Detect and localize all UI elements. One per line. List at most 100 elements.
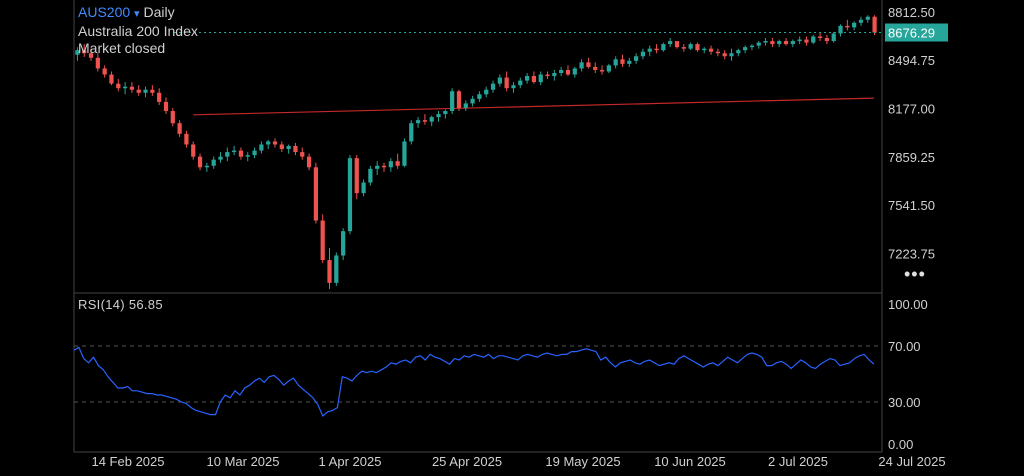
- timeframe-label[interactable]: Daily: [143, 4, 175, 20]
- candle-body: [647, 48, 652, 52]
- candle-body: [306, 156, 312, 168]
- candle-body: [122, 86, 128, 89]
- candle-body: [191, 144, 196, 157]
- candle-body: [627, 60, 632, 64]
- candle-body: [749, 45, 755, 48]
- candle-body: [204, 165, 209, 168]
- price-tick-label: 8494.75: [888, 53, 935, 68]
- candle-body: [743, 47, 748, 51]
- candle-body: [272, 141, 278, 145]
- candle-body: [266, 141, 271, 145]
- candle-body: [293, 146, 298, 153]
- more-options-icon[interactable]: •••: [904, 264, 926, 284]
- candle-body: [777, 41, 782, 45]
- rsi-tick-label: 100.00: [888, 297, 928, 312]
- symbol-selector[interactable]: AUS200 ▾: [78, 4, 143, 20]
- candle-body: [232, 150, 237, 153]
- candle-body: [456, 91, 462, 108]
- candle-body: [415, 120, 421, 124]
- rsi-tick-label: 70.00: [888, 339, 921, 354]
- time-tick-label: 10 Jun 2025: [654, 454, 726, 469]
- time-tick-label: 24 Jul 2025: [878, 454, 945, 469]
- candle-body: [259, 144, 264, 151]
- candle-body: [736, 50, 741, 54]
- candle-body: [402, 141, 407, 166]
- candle-body: [238, 150, 244, 157]
- candle-body: [409, 123, 414, 142]
- candle-body: [545, 74, 550, 77]
- candle-body: [211, 159, 216, 166]
- time-tick-label: 2 Jul 2025: [768, 454, 828, 469]
- chart-header: AUS200 ▾ Daily Australia 200 Index Marke…: [78, 4, 198, 57]
- candle-body: [102, 68, 107, 75]
- candle-body: [538, 74, 543, 83]
- candle-body: [824, 38, 830, 42]
- candle-body: [790, 41, 795, 45]
- candle-body: [817, 36, 823, 39]
- candle-body: [395, 161, 400, 166]
- candle-body: [838, 25, 843, 34]
- candle-body: [661, 44, 666, 51]
- candle-body: [225, 152, 230, 157]
- candle-body: [82, 50, 87, 54]
- symbol-name[interactable]: AUS200: [78, 4, 131, 20]
- candle-body: [872, 16, 877, 33]
- rsi-tick-label: 0.00: [888, 437, 913, 452]
- candle-body: [177, 123, 182, 134]
- candle-body: [783, 41, 789, 45]
- time-tick-label: 25 Apr 2025: [432, 454, 502, 469]
- candle-body: [354, 158, 359, 194]
- time-tick-label: 10 Mar 2025: [207, 454, 280, 469]
- candle-body: [674, 41, 680, 48]
- rsi-label: RSI(14) 56.85: [78, 297, 163, 312]
- moving-average-line: [193, 97, 875, 116]
- candle-body: [688, 44, 693, 49]
- candle-body: [75, 50, 80, 55]
- candle-body: [599, 69, 605, 72]
- candle-body: [865, 16, 870, 20]
- market-status: Market closed: [78, 40, 166, 56]
- candle-body: [593, 66, 598, 70]
- candle-body: [470, 98, 475, 104]
- rsi-title: RSI(14): [78, 297, 125, 312]
- candle-body: [218, 156, 223, 160]
- candle-body: [852, 22, 857, 28]
- candle-body: [531, 76, 537, 83]
- candle-body: [143, 89, 148, 93]
- candle-body: [361, 182, 366, 194]
- candle-body: [477, 94, 482, 99]
- candle-body: [184, 133, 189, 145]
- candle-body: [831, 33, 836, 42]
- candle-body: [606, 65, 611, 72]
- candle-body: [715, 51, 720, 54]
- candle-body: [95, 57, 100, 69]
- candle-body: [695, 44, 700, 51]
- candle-body: [381, 165, 387, 168]
- candle-body: [109, 74, 114, 84]
- price-tick-label: 8177.00: [888, 101, 935, 116]
- candle-body: [197, 156, 203, 168]
- candle-body: [490, 83, 496, 90]
- candle-body: [334, 255, 339, 283]
- candle-body: [436, 114, 441, 118]
- candle-body: [524, 76, 530, 81]
- candle-body: [320, 220, 325, 261]
- candle-body: [136, 89, 141, 93]
- candle-body: [729, 53, 734, 57]
- candle-body: [804, 39, 809, 43]
- rsi-tick-label: 30.00: [888, 395, 921, 410]
- rsi-current-value: 56.85: [128, 297, 163, 312]
- candle-body: [388, 161, 393, 168]
- candle-body: [341, 231, 346, 256]
- candle-body: [157, 92, 162, 102]
- chevron-down-icon[interactable]: ▾: [134, 8, 140, 20]
- instrument-name: Australia 200 Index: [78, 23, 198, 39]
- candle-body: [845, 25, 850, 28]
- time-tick-label: 14 Feb 2025: [91, 454, 164, 469]
- candle-body: [170, 111, 175, 124]
- candle-body: [579, 62, 584, 69]
- candle-body: [252, 150, 257, 156]
- candle-body: [504, 77, 509, 89]
